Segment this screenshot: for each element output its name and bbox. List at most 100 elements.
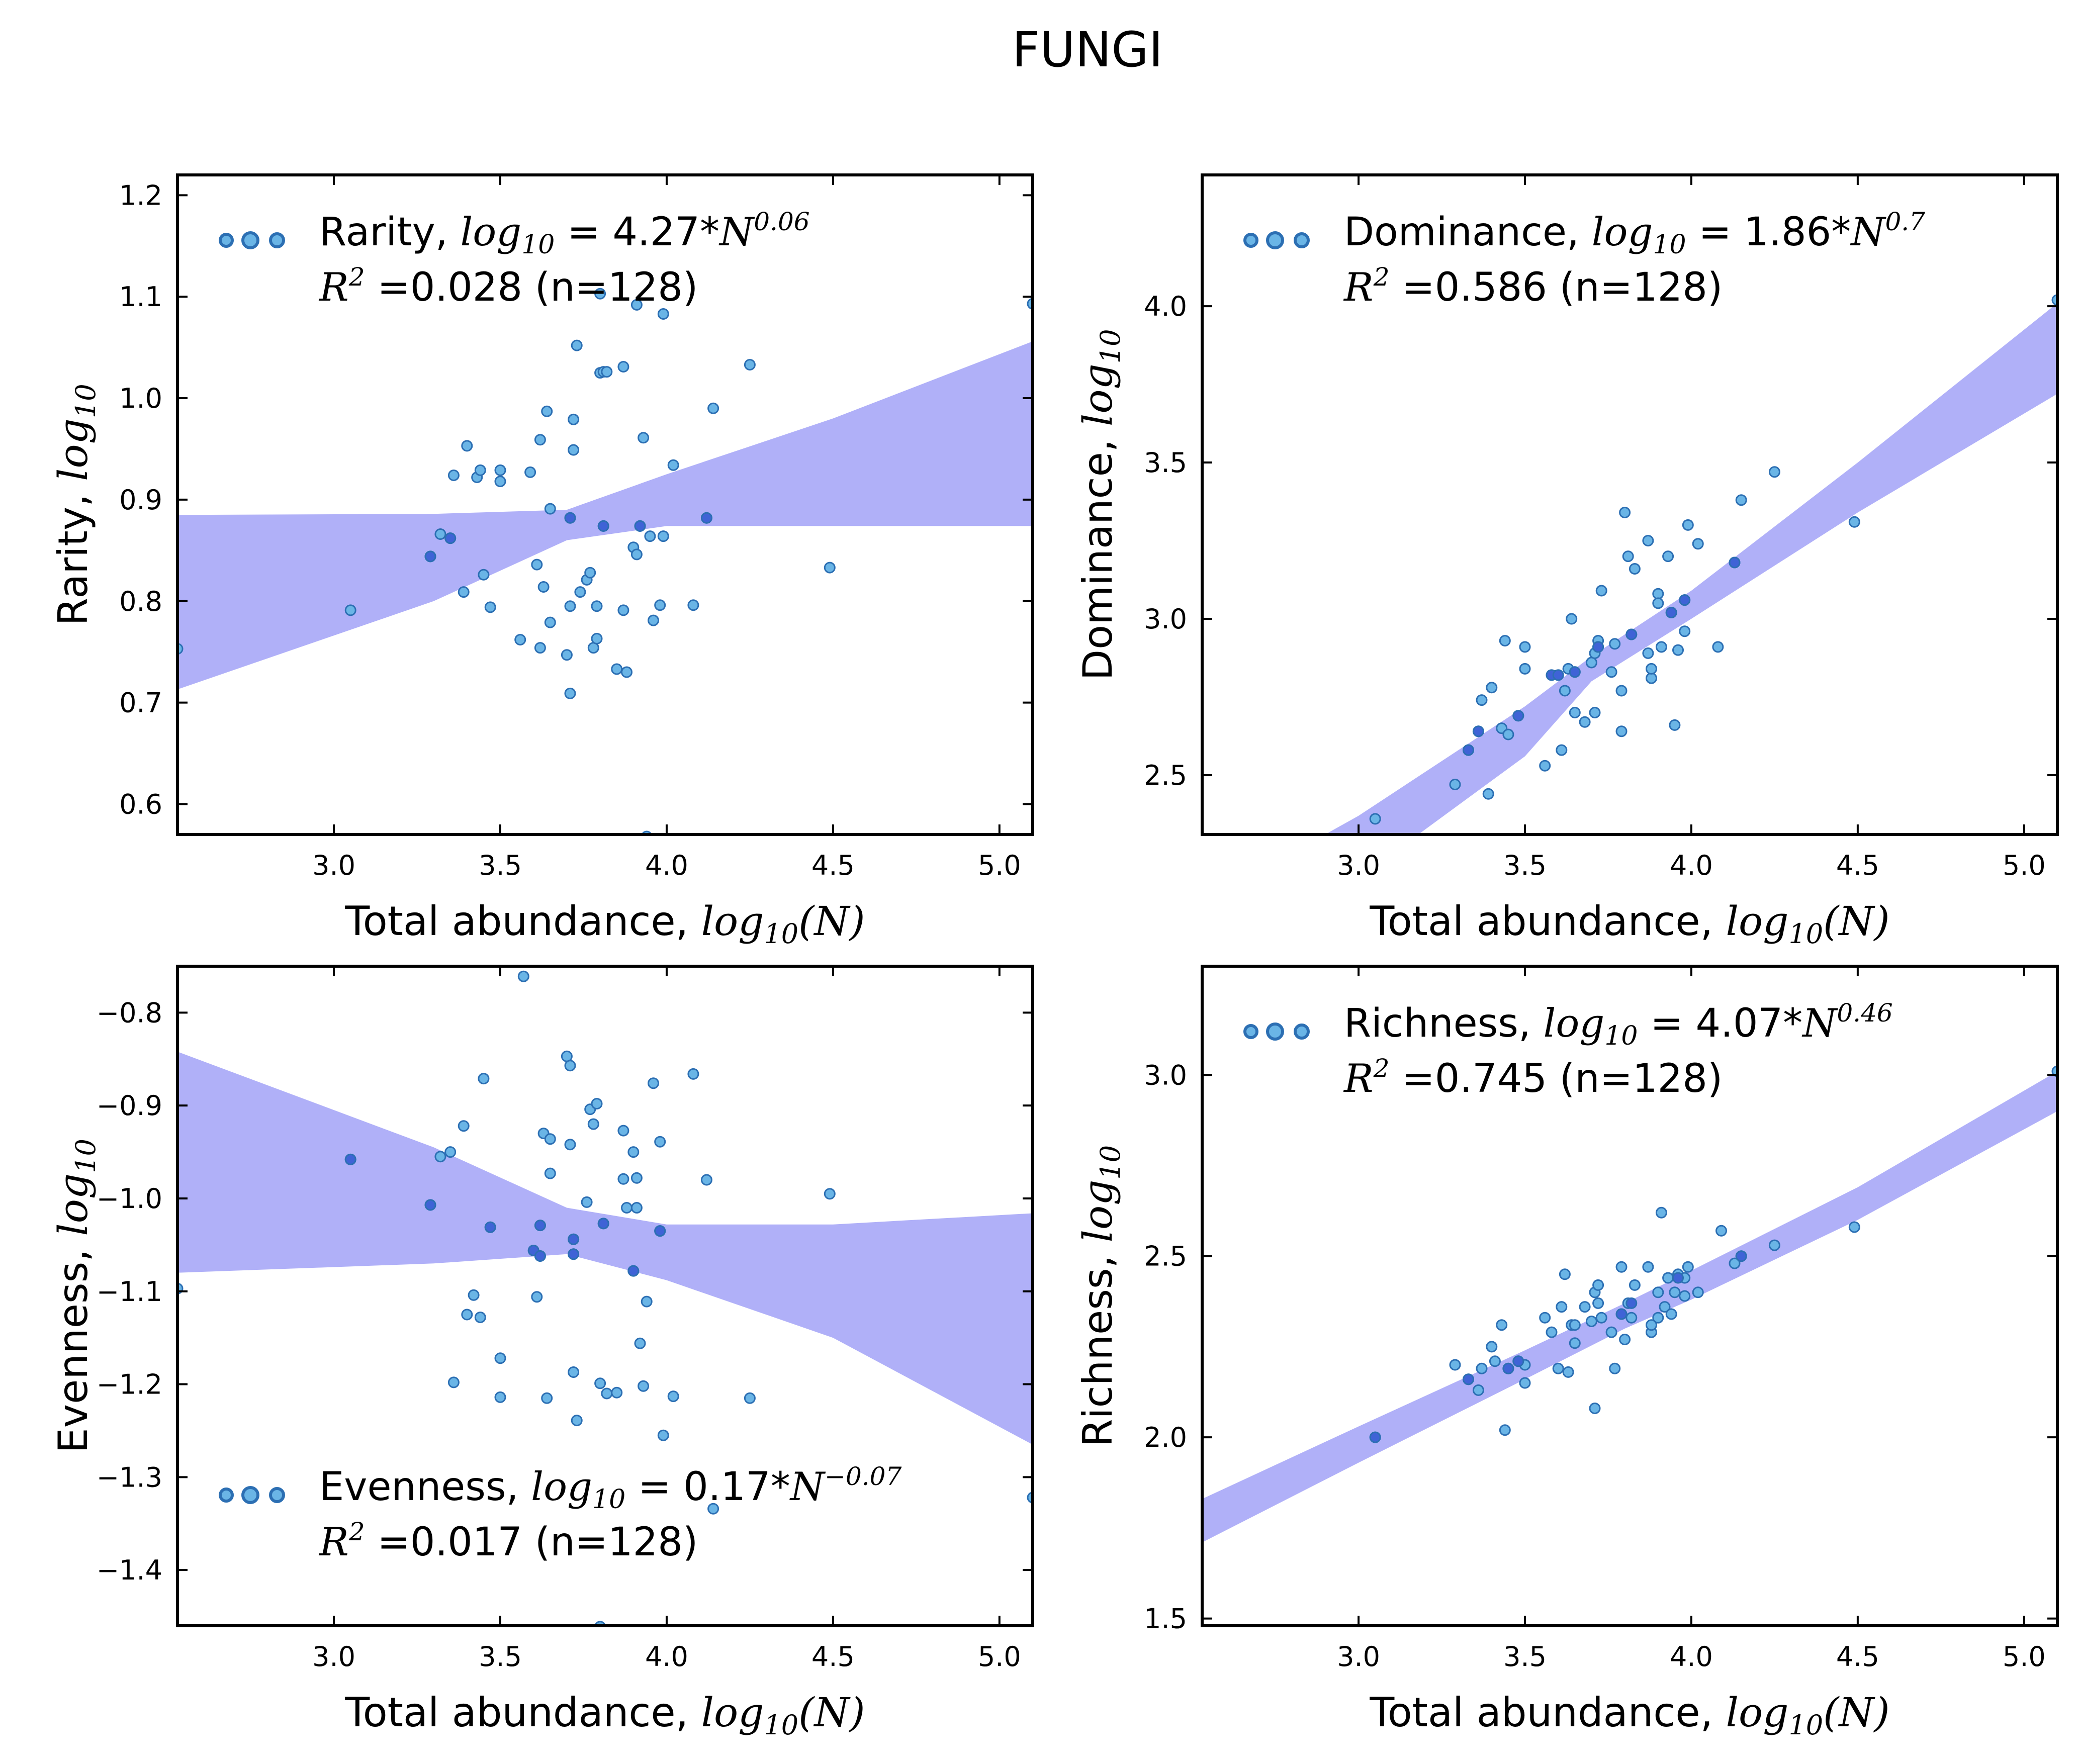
evenness-overlap-point [568,1233,580,1245]
dominance-data-point [1646,672,1657,684]
evenness-data-point [648,1077,659,1089]
evenness-legend-equation: Evenness, log10 = 0.17*N−0.07 [319,1462,901,1515]
dominance-data-point [1605,666,1617,678]
evenness-y-tick-label: −0.8 [97,997,162,1029]
evenness-data-point [478,1073,490,1085]
rarity-data-point [561,649,573,661]
rarity-y-axis-label: Rarity, log10 [50,384,102,625]
rarity-data-point [531,559,543,571]
dominance-overlap-point [1569,666,1581,678]
dominance-x-tick-label: 4.5 [1836,850,1879,881]
evenness-data-point [641,1295,653,1308]
richness-data-point [1615,1261,1628,1273]
rarity-data-point [707,402,719,414]
rarity-data-point [630,299,643,311]
evenness-data-point [594,1377,606,1389]
rarity-data-point [524,466,536,478]
richness-data-point [1476,1362,1488,1374]
dominance-data-point [1768,466,1780,478]
evenness-data-point [707,1503,719,1515]
dominance-data-point [1735,494,1747,506]
dominance-data-point [1482,788,1494,800]
rarity-y-tick-label: 1.1 [119,281,162,313]
richness-legend-marker [1243,1023,1310,1041]
rarity-data-point [621,666,633,678]
rarity-x-axis-label: Total abundance, log10(N) [344,898,865,950]
dominance-overlap-point [1679,594,1691,606]
dominance-data-point [1476,694,1488,706]
dominance-data-point [1502,728,1514,740]
evenness-data-point [687,1068,699,1080]
evenness-data-point [700,1174,712,1186]
evenness-overlap-point [534,1250,546,1262]
evenness-data-point [444,1146,457,1158]
richness-data-point [1585,1316,1597,1327]
evenness-overlap-point [568,1248,580,1260]
evenness-overlap-point [627,1265,640,1277]
dominance-data-point [1622,550,1634,563]
dominance-overlap-point [1552,669,1564,681]
rarity-data-point [630,548,643,561]
richness-x-tick-label: 3.5 [1503,1641,1547,1673]
evenness-data-point [494,1391,506,1403]
richness-data-point [1552,1362,1564,1374]
richness-legend-r2: R2 =0.745 (n=128) [1343,1054,1723,1101]
dominance-data-point [1539,760,1551,772]
evenness-data-point [544,1133,556,1145]
evenness-x-tick-label: 4.0 [645,1641,688,1673]
richness-data-point [1646,1319,1657,1331]
evenness-y-axis-label: Evenness, log10 [50,1139,102,1453]
rarity-data-point [657,530,669,542]
evenness-data-point [564,1060,576,1072]
rarity-data-point [434,528,446,540]
richness-data-point [1692,1286,1704,1298]
evenness-data-point [621,1202,633,1214]
richness-x-tick-label: 5.0 [2003,1641,2046,1673]
richness-data-point [1592,1297,1604,1309]
evenness-data-point [824,1188,836,1200]
richness-data-point [1579,1301,1591,1313]
rarity-legend-equation: Rarity, log10 = 4.27*N0.06 [319,207,810,260]
dominance-overlap-point [1472,725,1484,737]
richness-y-axis-label: Richness, log10 [1074,1145,1126,1447]
richness-overlap-point [1369,1431,1381,1443]
evenness-x-axis-label: Total abundance, log10(N) [344,1689,865,1741]
dominance-data-point [1642,647,1654,659]
rarity-data-point [617,604,629,616]
rarity-y-tick-label: 1.2 [119,179,162,211]
evenness-data-point [601,1387,613,1400]
rarity-data-point [611,663,623,675]
richness-data-point [1496,1319,1508,1331]
evenness-data-point [744,1392,756,1404]
dominance-data-point [1615,725,1628,737]
rarity-data-point [541,405,553,417]
rarity-x-tick-label: 4.5 [811,850,855,881]
evenness-data-point [667,1390,679,1403]
richness-y-tick-label: 3.0 [1144,1059,1187,1091]
evenness-x-tick-label: 3.5 [479,1641,522,1673]
evenness-overlap-point [484,1221,496,1233]
dominance-data-point [1519,641,1531,653]
dominance-data-point [1848,516,1860,528]
dominance-x-tick-label: 5.0 [2003,850,2046,881]
evenness-data-point [474,1312,486,1323]
dominance-overlap-point [1665,607,1677,618]
richness-overlap-point [1512,1355,1524,1367]
dominance-data-point [1652,597,1664,609]
richness-x-tick-label: 4.5 [1836,1641,1879,1673]
rarity-data-point [564,600,576,612]
dominance-data-point [1449,779,1461,790]
evenness-data-point [531,1291,543,1303]
richness-data-point [1519,1377,1531,1389]
dominance-data-point [1619,507,1631,518]
evenness-data-point [447,1376,460,1388]
evenness-data-point [587,1118,599,1130]
evenness-x-tick-label: 4.5 [811,1641,855,1673]
richness-data-point [1679,1290,1691,1302]
rarity-data-point [617,361,629,373]
richness-y-tick-label: 2.0 [1144,1422,1187,1453]
rarity-data-point [534,434,546,446]
richness-data-point [1546,1326,1558,1338]
rarity-data-point [648,614,659,626]
